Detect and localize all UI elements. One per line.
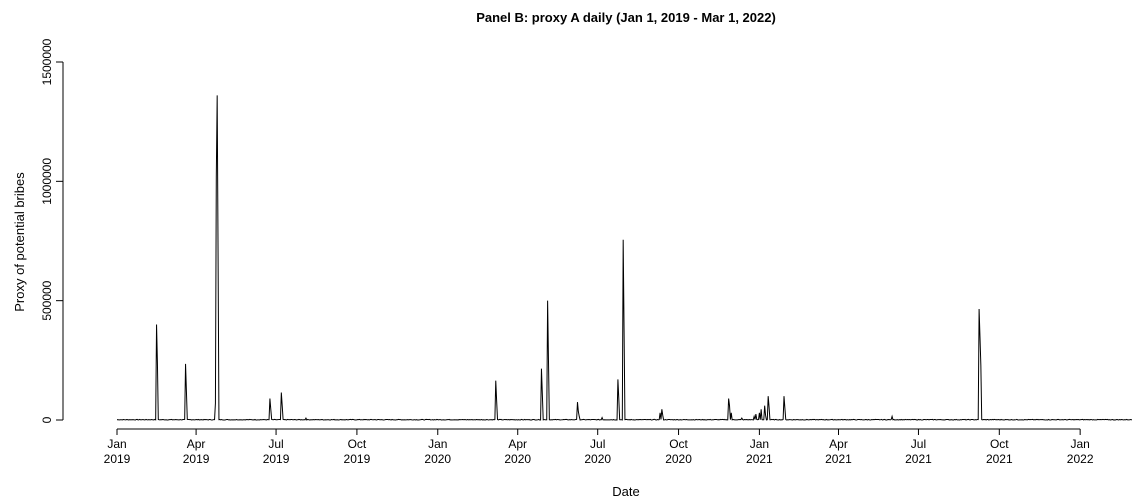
x-tick-label: Jul 2020 [584, 437, 611, 466]
chart-title: Panel B: proxy A daily (Jan 1, 2019 - Ma… [476, 10, 776, 25]
x-tick-label: Oct 2021 [986, 437, 1013, 466]
x-axis: Jan 2019 Apr 2019 Jul 2019 Oct 2019 Jan 2020 Apr 20… [104, 428, 1094, 466]
x-tick-label: Jan 2020 [424, 437, 451, 466]
x-tick-label: Jan 2021 [746, 437, 773, 466]
x-axis-label: Date [612, 484, 639, 499]
y-tick-label: 1500000 [40, 38, 54, 85]
y-tick-label: 1000000 [40, 158, 54, 205]
y-axis: 0 500000 1000000 1500000 [40, 38, 64, 423]
x-tick-label: Jul 2019 [263, 437, 290, 466]
x-tick-label: Oct 2019 [344, 437, 371, 466]
series-line [116, 95, 1133, 421]
y-axis-label: Proxy of potential bribes [12, 172, 27, 312]
x-tick-label: Apr 2020 [504, 437, 531, 466]
x-tick-label: Jan 2022 [1067, 437, 1094, 466]
x-tick-label: Apr 2019 [183, 437, 210, 466]
x-tick-label: Jul 2021 [905, 437, 932, 466]
y-tick-label: 0 [40, 416, 54, 423]
x-tick-label: Jan 2019 [104, 437, 131, 466]
y-tick-label: 500000 [40, 280, 54, 320]
x-tick-label: Apr 2021 [825, 437, 852, 466]
x-tick-label: Oct 2020 [665, 437, 692, 466]
